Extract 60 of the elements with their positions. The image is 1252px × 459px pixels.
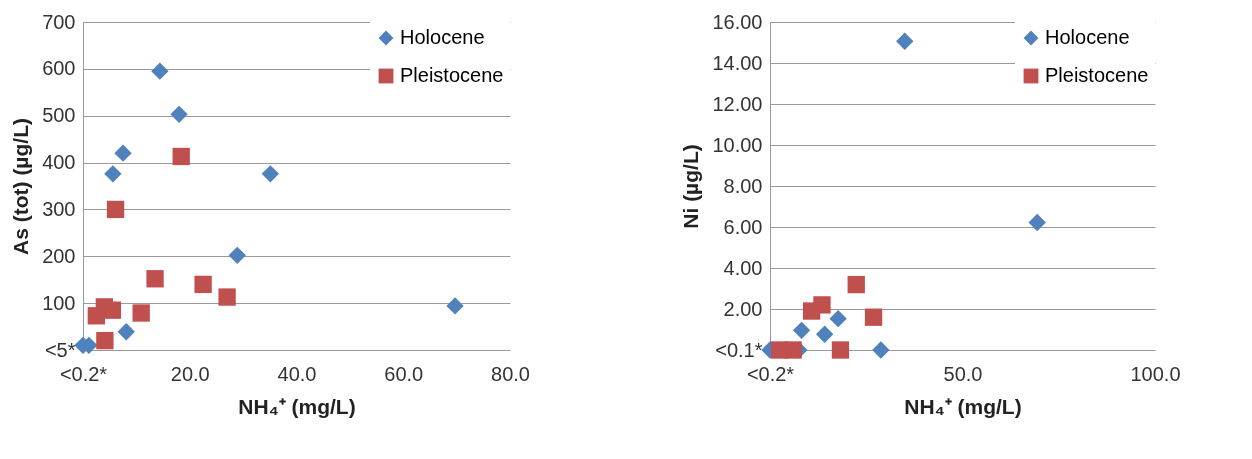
legend-label: Pleistocene <box>1045 64 1149 86</box>
legend-label: Pleistocene <box>400 64 504 86</box>
y-tick-label: 600 <box>42 57 76 80</box>
point <box>813 296 831 314</box>
point <box>170 105 188 123</box>
x-tick-label: 100.0 <box>1130 362 1181 385</box>
point <box>172 147 190 166</box>
point <box>228 246 246 265</box>
x-tick-label: <0.2* <box>746 362 795 385</box>
point <box>261 165 280 183</box>
x-tick-label: 50.0 <box>943 362 983 385</box>
point <box>1028 213 1046 232</box>
point <box>864 308 883 326</box>
x-axis-title: NH₄⁺ (mg/L) <box>238 394 356 418</box>
y-tick-label: 8.00 <box>723 174 763 197</box>
y-tick-label: <5* <box>44 338 76 361</box>
y-tick-label: 300 <box>42 197 76 220</box>
y-tick-label: 100 <box>42 291 76 314</box>
y-tick-label: 12.00 <box>712 92 763 115</box>
point <box>218 288 236 306</box>
y-tick-label: 500 <box>42 104 76 127</box>
y-tick-label: 4.00 <box>723 256 763 279</box>
x-axis-title: NH₄⁺ (mg/L) <box>904 394 1022 418</box>
y-axis-title: Ni (µg/L) <box>679 144 703 229</box>
x-tick-label: 40.0 <box>277 362 317 385</box>
point <box>446 297 464 315</box>
legend-label: Holocene <box>1045 26 1130 48</box>
y-tick-label: 10.00 <box>712 133 763 156</box>
point <box>872 341 890 359</box>
point <box>784 341 802 359</box>
x-tick-label: <0.2* <box>59 362 108 385</box>
point <box>96 331 114 350</box>
x-tick-label: 60.0 <box>384 362 424 385</box>
point <box>106 200 125 219</box>
point <box>831 341 850 359</box>
point <box>132 304 150 322</box>
point <box>104 165 122 183</box>
y-tick-label: 16.00 <box>712 10 763 33</box>
point <box>114 144 132 162</box>
point <box>103 301 122 319</box>
point <box>117 323 135 341</box>
legend-label: Holocene <box>400 26 485 48</box>
point <box>829 309 847 328</box>
y-tick-label: 400 <box>42 151 76 174</box>
y-tick-label: 14.00 <box>712 51 763 74</box>
x-tick-label: 20.0 <box>170 362 210 385</box>
point <box>847 275 865 294</box>
point <box>194 275 212 294</box>
y-axis-title: As (tot) (µg/L) <box>9 118 33 255</box>
y-tick-label: 2.00 <box>723 297 763 320</box>
point <box>816 325 834 343</box>
point <box>896 32 914 50</box>
y-tick-label: 200 <box>42 244 76 267</box>
y-tick-label: 700 <box>42 10 76 33</box>
point <box>792 321 811 339</box>
point <box>146 270 164 288</box>
point <box>151 62 169 80</box>
y-tick-label: <0.1* <box>715 338 763 361</box>
y-tick-label: 6.00 <box>723 215 763 238</box>
x-tick-label: 80.0 <box>491 362 530 385</box>
